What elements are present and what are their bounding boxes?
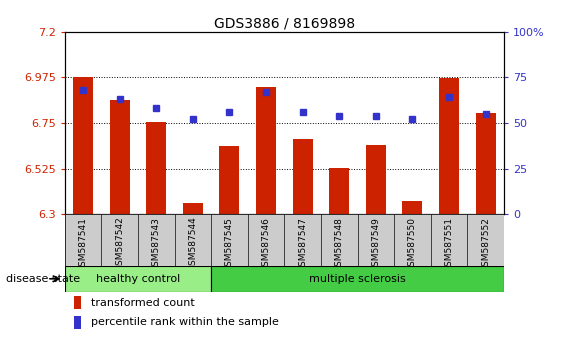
- Text: GSM587550: GSM587550: [408, 217, 417, 272]
- Bar: [74, 296, 82, 309]
- Bar: [431, 214, 467, 266]
- Text: GSM587549: GSM587549: [372, 217, 380, 272]
- Bar: [284, 214, 321, 266]
- Bar: [183, 203, 203, 214]
- Bar: [74, 316, 82, 329]
- Bar: [248, 214, 284, 266]
- Bar: [476, 113, 495, 214]
- Bar: [366, 145, 386, 214]
- Bar: [211, 214, 248, 266]
- Bar: [65, 214, 101, 266]
- Bar: [358, 214, 394, 266]
- Text: GSM587546: GSM587546: [262, 217, 270, 272]
- Text: healthy control: healthy control: [96, 274, 180, 284]
- Text: transformed count: transformed count: [91, 298, 195, 308]
- Title: GDS3886 / 8169898: GDS3886 / 8169898: [214, 17, 355, 31]
- Text: GSM587541: GSM587541: [79, 217, 87, 272]
- Bar: [65, 266, 211, 292]
- Bar: [110, 100, 129, 214]
- Bar: [321, 214, 358, 266]
- Bar: [73, 78, 93, 214]
- Text: GSM587551: GSM587551: [445, 217, 453, 272]
- Bar: [394, 214, 431, 266]
- Bar: [439, 79, 459, 214]
- Bar: [220, 146, 239, 214]
- Bar: [467, 214, 504, 266]
- Bar: [329, 167, 349, 214]
- Bar: [211, 266, 504, 292]
- Bar: [146, 122, 166, 214]
- Text: multiple sclerosis: multiple sclerosis: [309, 274, 406, 284]
- Text: percentile rank within the sample: percentile rank within the sample: [91, 317, 279, 327]
- Bar: [138, 214, 175, 266]
- Text: GSM587543: GSM587543: [152, 217, 160, 272]
- Text: GSM587545: GSM587545: [225, 217, 234, 272]
- Bar: [403, 201, 422, 214]
- Bar: [293, 139, 312, 214]
- Bar: [101, 214, 138, 266]
- Text: GSM587542: GSM587542: [115, 217, 124, 272]
- Text: GSM587547: GSM587547: [298, 217, 307, 272]
- Bar: [175, 214, 211, 266]
- Text: disease state: disease state: [6, 274, 80, 284]
- Text: GSM587544: GSM587544: [189, 217, 197, 272]
- Text: GSM587548: GSM587548: [335, 217, 343, 272]
- Text: GSM587552: GSM587552: [481, 217, 490, 272]
- Bar: [256, 87, 276, 214]
